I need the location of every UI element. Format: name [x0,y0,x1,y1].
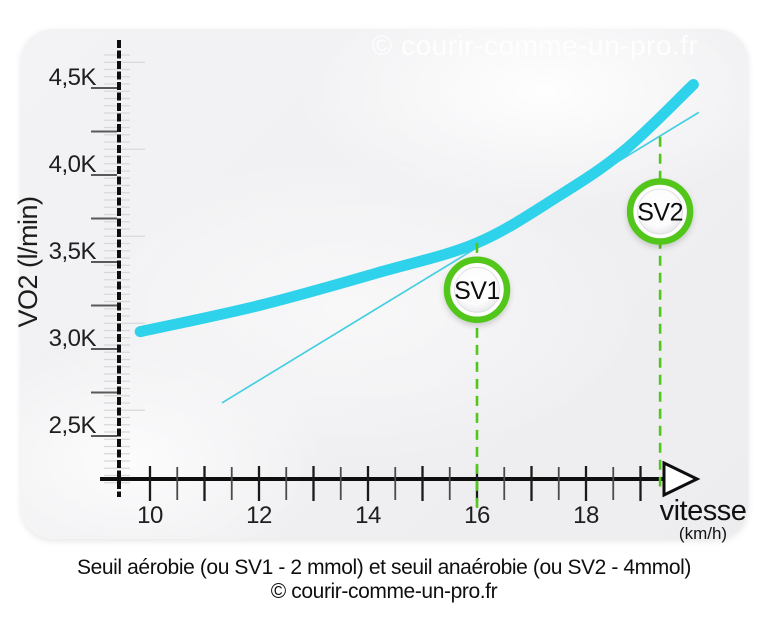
y-tick-label: 2,5K [49,412,97,439]
x-axis-unit: (km/h) [679,524,727,543]
sv2-label: SV2 [637,199,683,227]
y-axis-title: VO2 (l/min) [13,196,43,327]
caption-line-1: Seuil aérobie (ou SV1 - 2 mmol) et seuil… [77,556,691,579]
x-tick-label: 14 [355,502,381,529]
x-axis-arrow [662,460,701,498]
y-tick-label: 4,5K [49,64,97,91]
x-tick-label: 10 [137,502,163,529]
x-tick-label: 18 [573,502,599,529]
caption-line-2: © courir-comme-un-pro.fr [270,580,498,603]
figure-caption: Seuil aérobie (ou SV1 - 2 mmol) et seuil… [0,556,768,604]
x-axis-title: vitesse [660,495,747,527]
vo2-curve [134,79,699,338]
sv2-threshold-badge: SV2 [626,178,694,245]
sv2-badge-face [637,188,683,235]
watermark-text: © courir-comme-un-pro.fr [371,30,699,61]
x-tick-label: 12 [246,502,272,529]
sv1-badge-face [454,266,500,313]
chart-card [21,29,748,539]
tangent-line [221,111,700,404]
sv1-label: SV1 [454,277,500,305]
y-tick-label: 4,0K [49,151,97,178]
y-tick-label: 3,0K [49,325,97,352]
sv1-threshold-badge: SV1 [443,256,511,324]
y-tick-label: 3,5K [49,238,97,265]
